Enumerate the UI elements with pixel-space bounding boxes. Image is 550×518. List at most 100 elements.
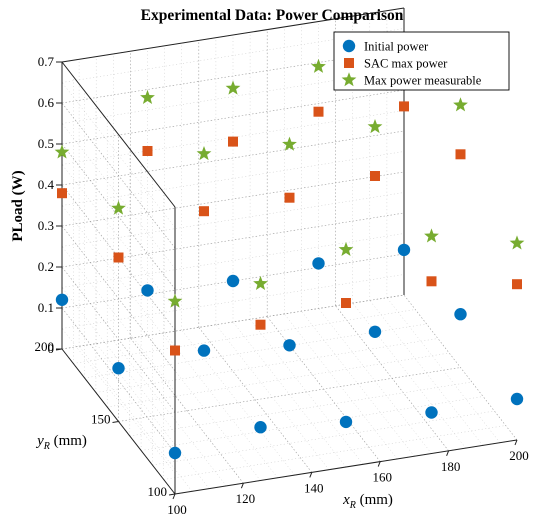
point-circle <box>168 446 182 460</box>
floor-gridline <box>95 338 438 393</box>
point-star <box>424 228 439 243</box>
x-tick-label: 100 <box>167 502 187 517</box>
point-star <box>282 136 297 151</box>
x-axis-label-var: x <box>342 492 350 508</box>
y-tick-label: 100 <box>148 484 168 499</box>
floor-gridline <box>386 297 501 443</box>
data-points <box>54 57 525 460</box>
floor-gridline <box>403 294 518 441</box>
point-square <box>512 279 522 290</box>
z-tick-label: 0.4 <box>38 177 55 192</box>
z-tick-label: 0.2 <box>38 259 54 274</box>
point-circle <box>368 325 382 338</box>
grid-lines <box>61 7 518 495</box>
floor-gridline <box>215 324 330 470</box>
point-circle <box>283 339 296 352</box>
legend-marker-circle <box>342 39 356 53</box>
legend-items: Initial power SAC max power Max power meas… <box>341 39 482 88</box>
x-axis-line <box>174 439 518 495</box>
point-circle <box>55 293 69 306</box>
x-tick-mark <box>240 483 244 489</box>
left-wall-gridline <box>61 123 176 269</box>
point-star <box>54 144 70 159</box>
point-square <box>455 149 466 160</box>
z-tick-label: 0 <box>48 341 55 356</box>
legend: Initial power SAC max power Max power meas… <box>333 31 510 91</box>
point-star <box>311 58 326 73</box>
left-wall-gridline <box>61 328 176 474</box>
point-square <box>170 345 180 356</box>
floor-gridline <box>164 332 278 478</box>
point-square <box>399 101 409 112</box>
point-circle <box>510 392 524 406</box>
x-tick-label: 120 <box>236 491 256 506</box>
legend-label: Initial power <box>364 40 429 54</box>
point-square <box>255 319 266 330</box>
point-star <box>167 293 183 308</box>
y-tick-label: 150 <box>91 412 111 427</box>
point-star <box>253 275 268 290</box>
point-star <box>196 146 212 161</box>
x-axis-label-unit: (mm) <box>356 492 393 508</box>
z-tick-label: 0.3 <box>38 218 54 233</box>
point-square <box>199 206 209 217</box>
point-square <box>341 298 351 308</box>
z-axis-label: PLoad (W) <box>10 170 26 241</box>
point-square <box>284 192 295 203</box>
point-star <box>338 241 354 256</box>
floor-gridline <box>147 335 261 481</box>
left-wall-gridline <box>61 102 176 249</box>
point-square <box>57 188 67 199</box>
x-tick-mark <box>309 472 313 478</box>
floor-gridline <box>181 329 295 476</box>
point-star <box>509 235 525 250</box>
x-tick-label: 180 <box>441 459 461 474</box>
point-star <box>140 89 155 104</box>
back-top-edge <box>61 7 405 63</box>
left-wall-gridline <box>61 225 176 372</box>
point-circle <box>197 344 211 357</box>
point-circle <box>425 406 438 419</box>
point-circle <box>226 274 240 288</box>
x-axis-label: xR (mm) <box>342 492 393 511</box>
legend-label: Max power measurable <box>364 74 482 88</box>
chart-title: Experimental Data: Power Comparison <box>141 7 404 24</box>
point-square <box>228 136 238 147</box>
x-tick-mark <box>514 439 518 446</box>
x-tick-label: 200 <box>509 448 529 463</box>
legend-label: SAC max power <box>364 57 448 71</box>
point-circle <box>339 415 353 429</box>
point-circle <box>254 421 267 434</box>
point-square <box>142 146 153 156</box>
z-tick-label: 0.1 <box>38 300 54 315</box>
y-axis-label-unit: (mm) <box>50 433 87 449</box>
z-tick-label: 0.6 <box>38 95 55 110</box>
left-wall-gridline <box>61 307 176 454</box>
left-wall-gridline <box>61 246 176 392</box>
left-wall-gridline <box>61 266 176 413</box>
point-circle <box>454 308 467 321</box>
x-tick-label: 140 <box>304 480 324 495</box>
left-wall-gridline <box>61 143 176 290</box>
point-square <box>370 171 380 181</box>
left-wall-gridline <box>61 82 176 228</box>
y-axis-label-sub: R <box>43 441 50 452</box>
x-tick-mark <box>446 450 450 456</box>
floor-gridline <box>130 338 244 484</box>
z-tick-label: 0.7 <box>38 54 55 69</box>
floor-gridline <box>198 327 313 473</box>
point-circle <box>141 284 154 297</box>
point-circle <box>112 362 125 375</box>
point-star <box>453 97 468 112</box>
floor-gridline <box>141 396 484 451</box>
floor-gridline <box>96 343 210 489</box>
x-tick-label: 160 <box>372 470 392 485</box>
point-star <box>225 80 241 95</box>
z-tick-label: 0.5 <box>38 136 54 151</box>
point-star <box>367 119 383 134</box>
point-circle <box>312 257 325 270</box>
point-square <box>426 276 437 287</box>
x-tick-mark <box>172 493 176 500</box>
